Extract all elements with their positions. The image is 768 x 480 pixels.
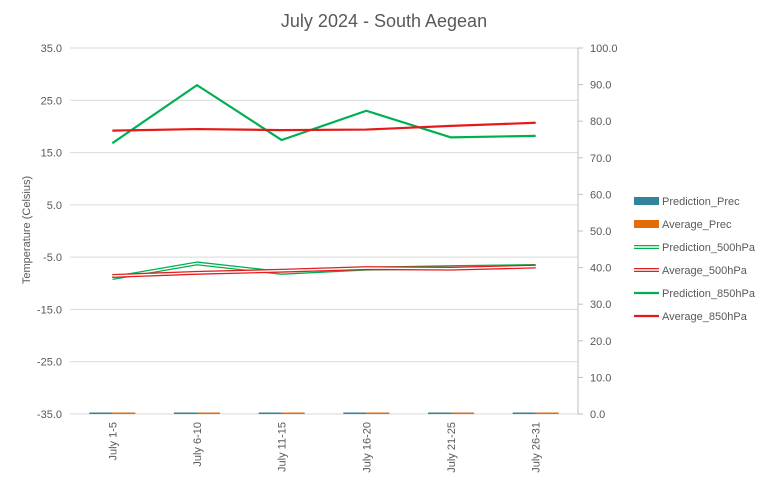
bar: [535, 412, 559, 414]
legend-swatch: [634, 220, 659, 228]
y2-tick-label: 0.0: [590, 409, 605, 421]
y-tick-label: 5.0: [47, 200, 62, 212]
series-line: [112, 121, 536, 132]
legend-label: Average_Prec: [662, 219, 732, 231]
x-tick-label: July 6-10: [192, 422, 204, 467]
legend-label: Average_500hPa: [662, 265, 748, 277]
legend-label: Prediction_500hPa: [662, 242, 756, 254]
y2-tick-label: 20.0: [590, 336, 611, 348]
bar: [366, 412, 390, 414]
y-tick-label: -35.0: [37, 409, 62, 421]
y2-tick-label: 30.0: [590, 299, 611, 311]
y2-tick-label: 40.0: [590, 263, 611, 275]
bar: [174, 412, 197, 414]
left-axis: 35.0 25.0 15.0 5.0 -5.0 -15.0 -25.0 -35.0: [37, 43, 62, 421]
bar: [258, 412, 282, 414]
bar: [428, 412, 451, 414]
chart-title: July 2024 - South Aegean: [281, 11, 487, 31]
y-tick-label: -5.0: [43, 252, 62, 264]
y2-tick-label: 80.0: [590, 116, 611, 128]
bar: [451, 412, 474, 414]
bar: [112, 412, 136, 414]
y-tick-label: 15.0: [41, 148, 62, 160]
x-axis: July 1-5 July 6-10 July 11-15 July 16-20 Jul…: [107, 422, 542, 473]
gridlines: [70, 47, 578, 415]
y-tick-label: 25.0: [41, 95, 62, 107]
y2-tick-label: 10.0: [590, 372, 611, 384]
legend: Prediction_Prec Average_Prec Prediction_50…: [634, 196, 756, 323]
bar: [281, 412, 305, 414]
legend-label: Prediction_850hPa: [662, 288, 756, 300]
y-tick-label: 35.0: [41, 43, 62, 55]
right-axis: 100.0 90.0 80.0 70.0 60.0 50.0 40.0 30.0 20.0 10.…: [577, 43, 618, 421]
series-line-inner: [112, 265, 536, 277]
legend-swatch: [634, 197, 659, 205]
bar: [89, 412, 113, 414]
y2-tick-label: 100.0: [590, 43, 618, 55]
y-tick-label: -15.0: [37, 304, 62, 316]
x-tick-label: July 16-20: [361, 422, 373, 473]
x-tick-label: July 1-5: [107, 422, 119, 461]
y2-tick-label: 60.0: [590, 189, 611, 201]
x-tick-label: July 26-31: [531, 422, 543, 473]
y-axis-title: Temperature (Celsius): [21, 176, 33, 284]
x-tick-label: July 21-25: [446, 422, 458, 473]
bar: [512, 412, 536, 414]
y-tick-label: -25.0: [37, 357, 62, 369]
bar: [343, 412, 367, 414]
bar-series: [89, 412, 559, 414]
legend-label: Average_850hPa: [662, 311, 748, 323]
x-tick-label: July 11-15: [277, 422, 289, 472]
y2-tick-label: 70.0: [590, 153, 611, 165]
line-series: [111, 84, 536, 281]
bar: [197, 412, 220, 414]
series-line: [111, 84, 536, 145]
y2-tick-label: 50.0: [590, 226, 611, 238]
y2-tick-label: 90.0: [590, 80, 611, 92]
legend-label: Prediction_Prec: [662, 196, 740, 208]
